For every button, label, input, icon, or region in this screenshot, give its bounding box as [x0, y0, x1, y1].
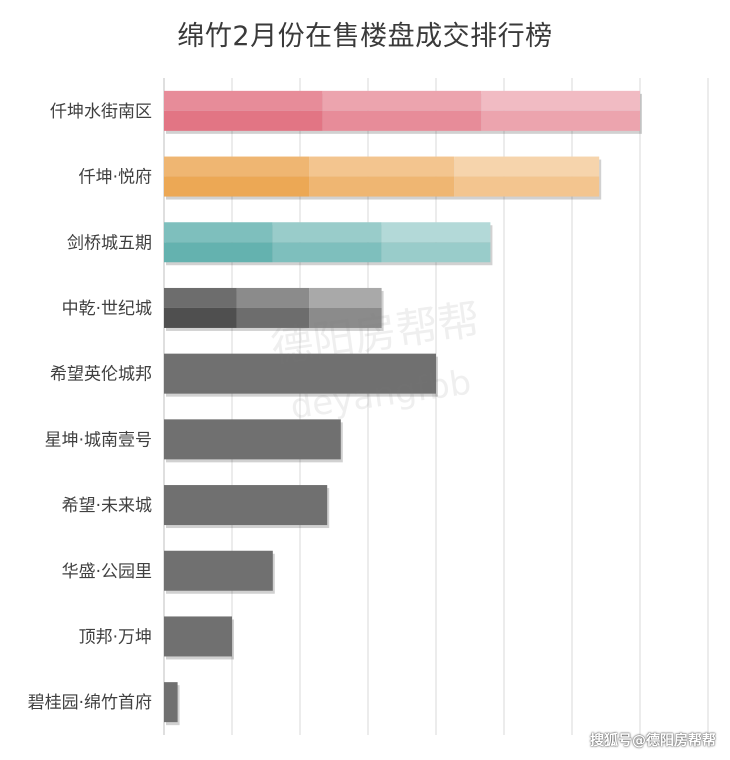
bar-segment	[164, 307, 237, 328]
bar-segment	[164, 110, 323, 131]
bar	[164, 485, 330, 529]
category-label: 碧桂园·绵竹首府	[28, 693, 152, 713]
bar	[164, 682, 180, 726]
bar	[164, 287, 384, 331]
bars	[164, 90, 642, 726]
bar-segment	[381, 242, 491, 263]
bar-fill	[164, 616, 232, 657]
category-labels: 仟坤水街南区仟坤·悦府剑桥城五期中乾·世纪城希望英伦城邦星坤·城南壹号希望·未来…	[28, 102, 152, 713]
bar-segment	[164, 222, 273, 243]
bar	[164, 419, 343, 463]
bar-fill	[164, 550, 273, 591]
category-label: 仟坤水街南区	[50, 102, 152, 122]
bar-segment	[454, 176, 600, 197]
bar-segment	[272, 222, 382, 243]
bar-segment	[164, 176, 310, 197]
bar-segment	[481, 110, 640, 131]
category-label: 仟坤·悦府	[79, 168, 152, 188]
bar-segment	[164, 90, 323, 111]
bar	[164, 222, 493, 266]
bar-segment	[309, 307, 382, 328]
bar	[164, 550, 275, 594]
bar-segment	[164, 287, 237, 308]
bar-segment	[309, 176, 455, 197]
bar-fill	[164, 682, 178, 723]
bar-segment	[322, 90, 482, 111]
category-label: 顶邦·万坤	[79, 627, 152, 647]
bar	[164, 90, 642, 134]
bar-fill	[164, 485, 328, 526]
bar	[164, 353, 438, 397]
source-credit: 搜狐号@德阳房帮帮	[590, 733, 716, 749]
category-label: 希望·未来城	[62, 496, 152, 516]
category-label: 华盛·公园里	[62, 562, 152, 582]
bar-segment	[272, 242, 382, 263]
bar-segment	[481, 90, 640, 111]
bar-segment	[322, 110, 482, 131]
category-label: 希望英伦城邦	[50, 365, 152, 385]
category-label: 剑桥城五期	[67, 233, 152, 253]
bar-fill	[164, 419, 341, 460]
category-label: 星坤·城南壹号	[45, 430, 152, 450]
bar	[164, 156, 602, 200]
bar-segment	[381, 222, 491, 243]
category-label: 中乾·世纪城	[62, 299, 152, 319]
bar-segment	[236, 287, 310, 308]
bar-segment	[236, 307, 310, 328]
bar-segment	[164, 242, 273, 263]
bar-segment	[454, 156, 600, 177]
bar-segment	[309, 156, 455, 177]
bar-segment	[309, 287, 382, 308]
chart-title: 绵竹2月份在售楼盘成交排行榜	[177, 21, 553, 52]
bar-fill	[164, 353, 436, 394]
bar-segment	[164, 156, 310, 177]
bar	[164, 616, 234, 660]
